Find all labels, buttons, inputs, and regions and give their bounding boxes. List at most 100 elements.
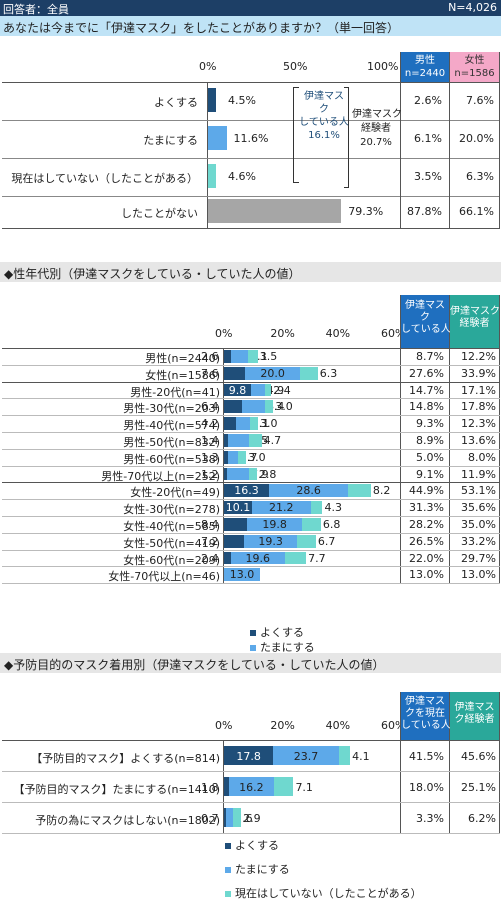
bar-segment [224,777,229,796]
experience-value: 13.0% [461,568,496,582]
current-value: 14.8% [409,400,444,414]
row-label: 男性-60代(n=538) [123,452,220,466]
column-header-current: 伊達マスクしている人 [401,295,451,348]
legend-item: 現在はしていない（したことがある） [225,885,422,901]
segment-value-label: 1.4 [201,434,219,447]
row-divider [2,771,500,772]
row-label: 女性(n=1586) [145,368,220,382]
segment-value-label: 2.6 [201,350,219,363]
bar-segment [224,467,228,481]
row-divider [2,740,500,741]
column-divider [499,692,500,833]
row-divider [2,566,500,568]
current-value: 5.0% [416,450,444,464]
column-header-current: 伊達マス クを現在 している人 [401,692,451,740]
segment-value-label: 4.7 [263,434,282,447]
axis-tick-label: 100% [367,60,399,73]
question-bar: あなたは今までに「伊達マスク」をしたことがありますか？（単一回答） [0,16,501,36]
segment-value-label: 20.0 [260,366,285,380]
row-divider [2,549,500,551]
bracket-line [348,87,349,187]
segment-value-label: 4.1 [352,750,370,763]
bar-segment [224,746,274,765]
column-divider [400,295,401,584]
row-label: 男性-70代以上(n=252) [101,469,220,483]
axis-tick-label: 20% [270,719,295,732]
segment-value-label: 0.7 [201,812,219,825]
segment-value-label: 6.7 [317,534,336,548]
experience-value: 33.2% [461,534,496,548]
legend-swatch [250,630,256,636]
question-text: あなたは今までに「伊達マスク」をしたことがありますか？（単一回答） [3,21,400,35]
segment-value-label: 7.6 [201,366,219,380]
female-header-text: 女性 [464,55,485,66]
row-divider [2,583,500,585]
current-value: 44.9% [409,484,444,498]
segment-value-label: 16.2 [239,781,264,794]
axis-tick-label: 0% [215,327,233,340]
row-label: 女性-40代(n=585) [123,520,220,533]
bar [208,126,228,150]
segment-value-label: 19.8 [262,518,287,531]
bar-segment [235,417,250,430]
axis-tick-label: 50% [283,60,308,73]
row-divider [2,120,500,121]
bar-segment [224,501,252,514]
row-label: 女性-50代(n=419) [123,536,220,550]
row-divider [2,532,500,534]
legend-swatch [225,843,231,849]
bracket-line [293,87,299,88]
segment-value-label: 6.8 [322,518,341,531]
bar-segment [224,434,228,447]
bar-segment [310,501,323,514]
bar-segment [227,467,250,481]
axis-tick-label: 0% [199,60,217,73]
segment-value-label: 19.6 [245,551,270,565]
bracket-label-experience: 伊達マスク [352,109,402,120]
experience-value: 17.8% [461,400,496,414]
legend-item: よくする [225,837,279,853]
column-header-current-text: クを現在 [405,708,445,719]
column-header-current-text: 伊達マス [405,300,445,311]
bar-segment [300,366,318,380]
row-label: 現在はしていない（したことがある） [11,172,198,185]
bar-segment [224,366,246,380]
segment-value-label: 1.3 [201,450,219,464]
segment-value-label: 3.0 [275,400,293,414]
bar-segment [284,551,307,565]
row-divider [2,398,500,400]
row-label: 男性-50代(n=832) [123,436,220,449]
male-value: 3.5% [414,170,442,183]
current-value: 13.0% [409,568,444,582]
row-label: 女性-70代以上(n=46) [108,570,220,584]
column-header-current-text: ク [420,312,430,323]
legend-label: たまにする [235,863,290,876]
axis-tick-label: 60% [381,719,406,732]
experience-value: 17.1% [461,383,496,397]
current-value: 31.3% [409,501,444,515]
segment-value-label: 17.8 [236,750,261,763]
bar-segment [245,366,301,380]
bracket-label-current: している人 [299,117,349,128]
bar-segment [264,383,272,397]
current-value: 8.9% [416,434,444,447]
bar-segment [273,746,339,765]
row-divider [2,833,500,834]
sample-size-label: N=4,026 [448,1,497,14]
axis-tick-label: 0% [215,719,233,732]
row-label: 男性-20代(n=41) [130,385,220,399]
column-divider [400,692,401,833]
axis-line [223,740,224,833]
segment-value-label: 23.7 [293,750,319,763]
male-header-text: 男性 [415,55,435,66]
experience-value: 12.2% [461,350,496,363]
bar-segment [224,568,260,582]
legend-item: よくする [250,624,304,640]
row-label: よくする [154,96,198,109]
current-value: 41.5% [409,750,444,763]
section-title-prevention-text: ◆予防目的のマスク着用別（伊達マスクをしている・していた人の値） [4,658,385,672]
row-label: 男性-40代(n=574) [123,419,220,433]
bar-segment [273,777,294,796]
current-value: 9.1% [416,467,444,481]
column-header-current-text: している人 [401,324,451,335]
